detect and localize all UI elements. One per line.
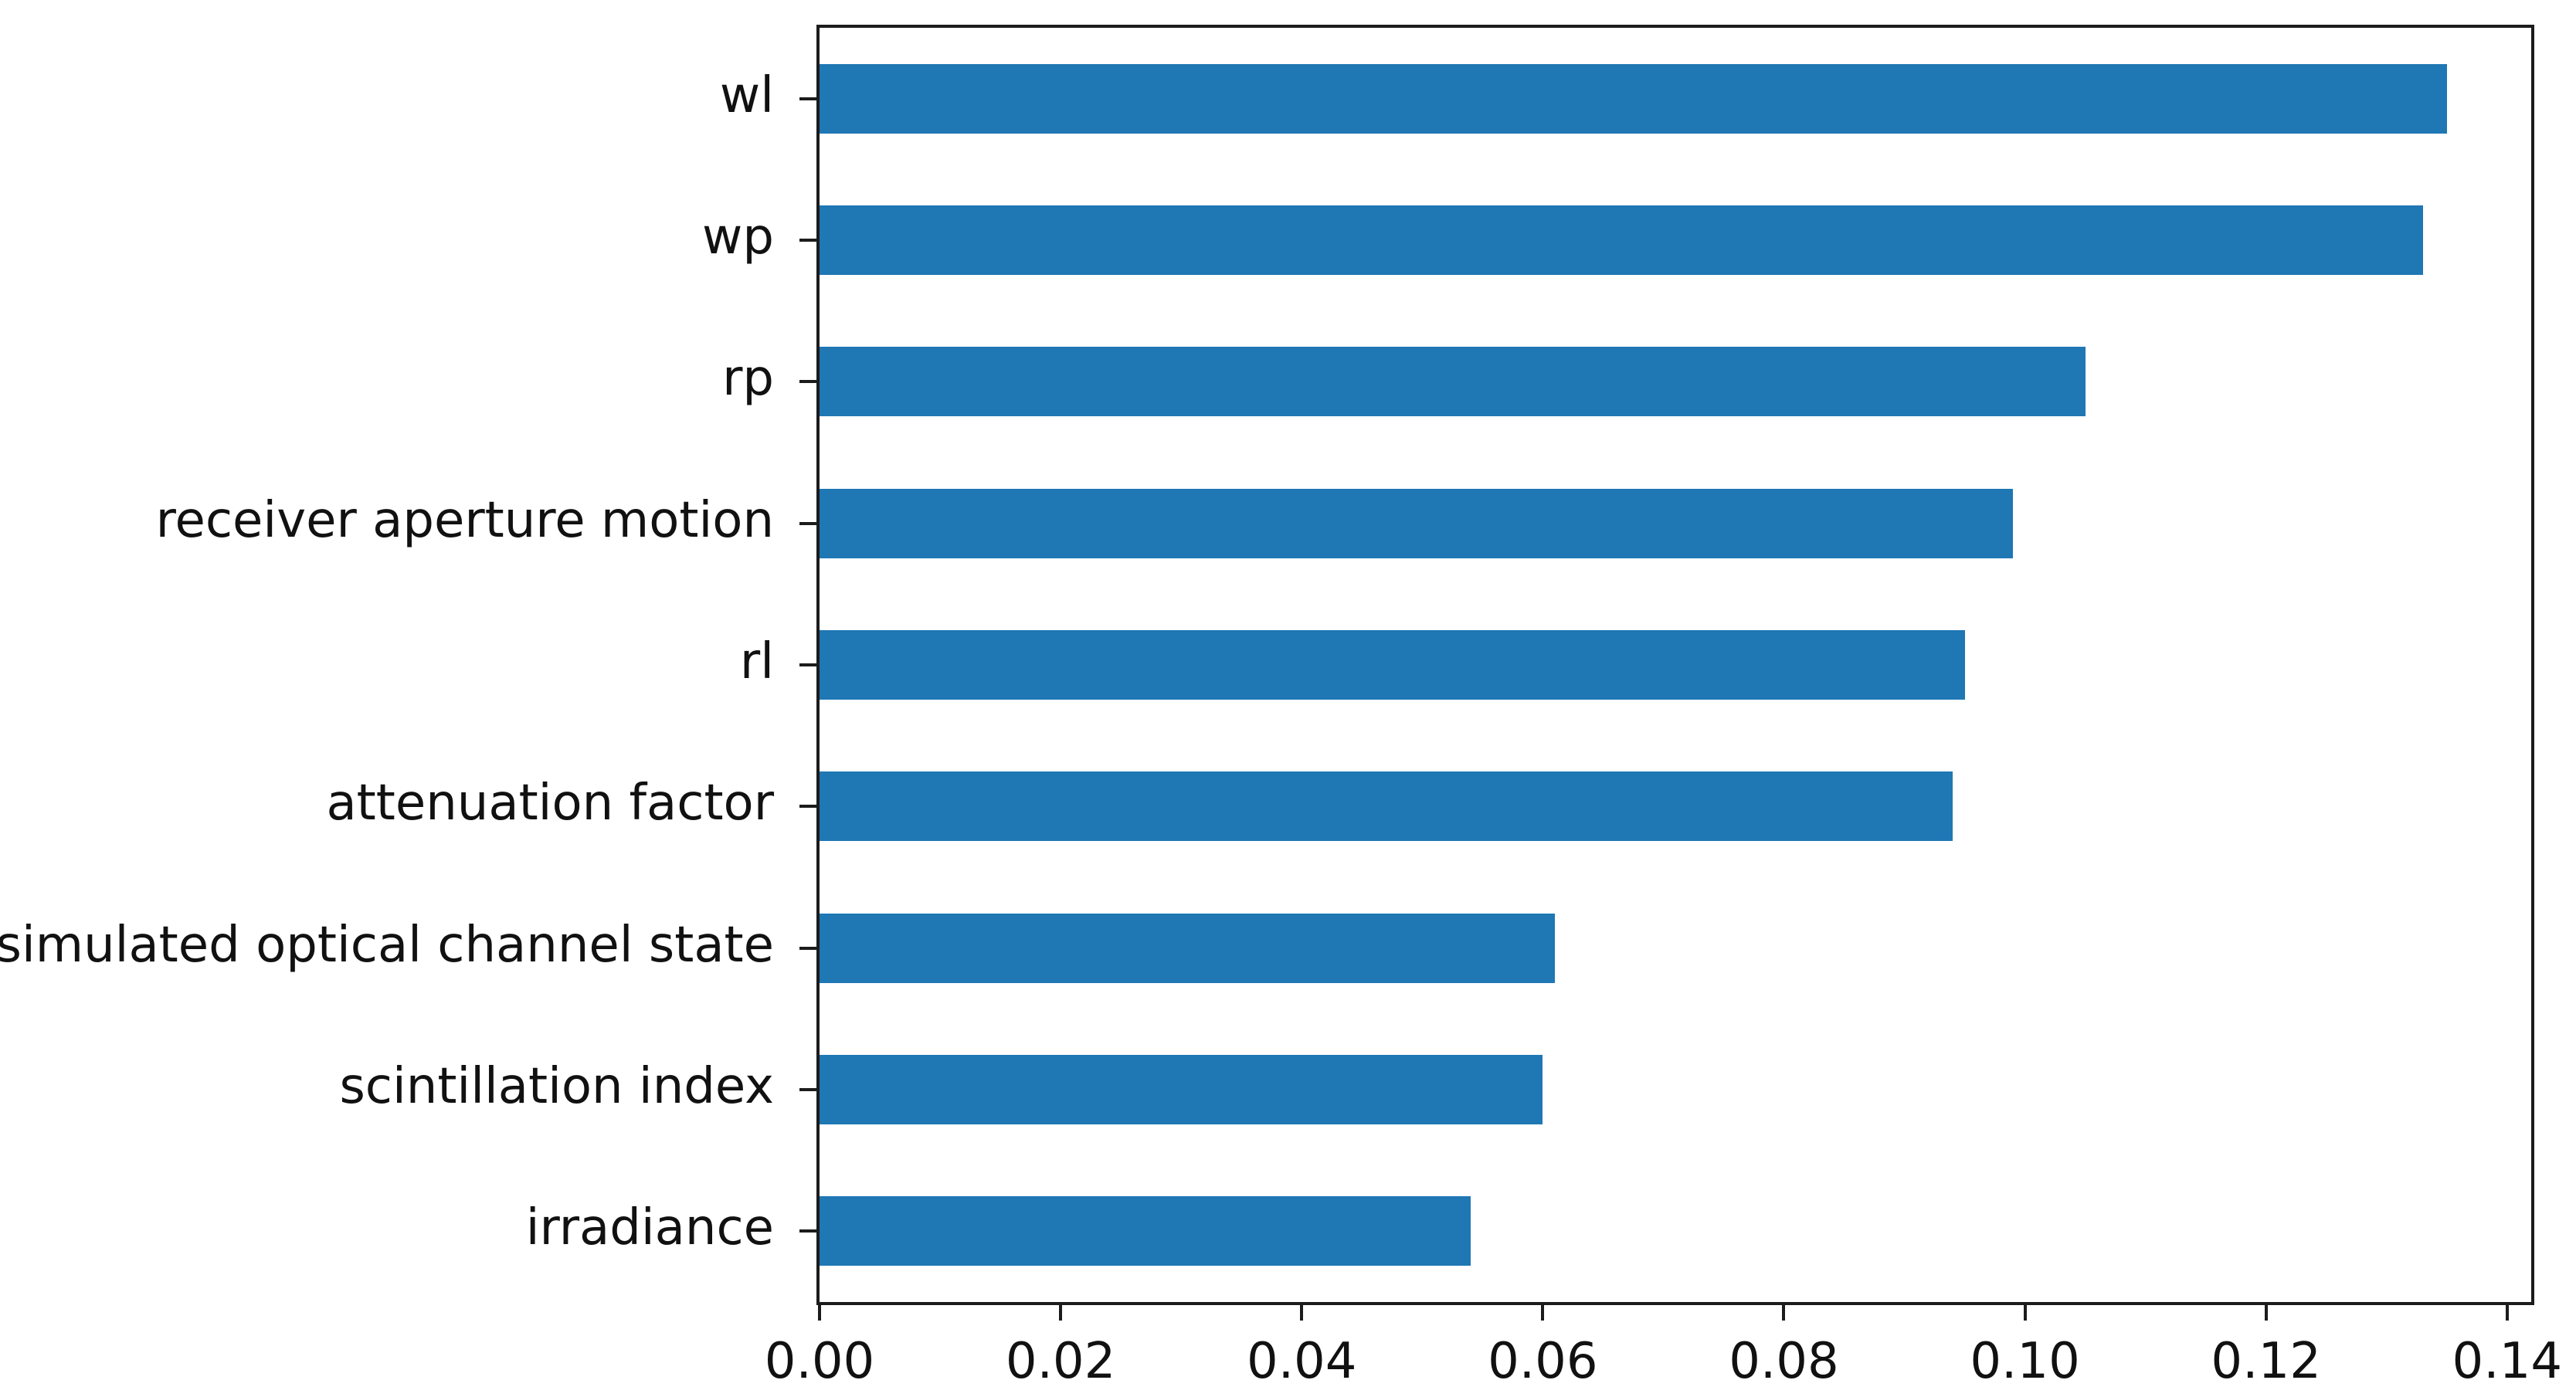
x-tick-mark	[1059, 1305, 1063, 1321]
x-tick-label-0.06: 0.06	[1488, 1333, 1598, 1390]
y-tick-label-rp: rp	[722, 350, 774, 408]
y-tick-label-wp: wp	[702, 208, 774, 266]
x-tick-label-0.02: 0.02	[1005, 1333, 1116, 1390]
bar-rl	[820, 630, 1965, 700]
y-tick-label-rl: rl	[739, 632, 774, 690]
y-tick-mark	[799, 946, 816, 950]
x-tick-mark	[1541, 1305, 1545, 1321]
plot-area: 0.00 0.02 0.04 0.06 0.08 0.10 0.12 0.14	[765, 25, 2562, 1390]
y-tick-mark	[799, 1229, 816, 1233]
y-tick-label-scintillation-index: scintillation index	[339, 1057, 774, 1115]
bar-wl	[820, 63, 2447, 134]
bar-receiver-aperture-motion	[820, 488, 2013, 558]
x-tick-mark	[1300, 1305, 1304, 1321]
x-tick-label-0.04: 0.04	[1246, 1333, 1357, 1390]
bar-wp	[820, 205, 2423, 275]
y-tick-mark	[799, 663, 816, 666]
y-tick-mark	[799, 97, 816, 100]
bar-simulated-optical-channel-state	[820, 913, 1555, 983]
x-tick-mark	[2264, 1305, 2268, 1321]
x-tick-mark	[1782, 1305, 1786, 1321]
x-tick-label-0.10: 0.10	[1970, 1333, 2080, 1390]
x-tick-label-0.00: 0.00	[764, 1333, 875, 1390]
y-axis-labels: wl wp rp receiver aperture motion rl attenuat…	[0, 25, 774, 1299]
y-tick-mark	[799, 805, 816, 809]
y-tick-label-receiver-aperture-motion: receiver aperture motion	[155, 491, 774, 549]
y-tick-label-irradiance: irradiance	[525, 1199, 774, 1257]
y-tick-mark	[799, 1088, 816, 1091]
bar-scintillation-index	[820, 1055, 1543, 1124]
bar-rp	[820, 347, 2086, 417]
x-tick-label-0.08: 0.08	[1729, 1333, 1839, 1390]
y-tick-mark	[799, 239, 816, 242]
y-tick-label-attenuation-factor: attenuation factor	[326, 775, 774, 832]
y-tick-mark	[799, 380, 816, 384]
x-tick-mark	[2023, 1305, 2027, 1321]
x-tick-label-0.14: 0.14	[2452, 1333, 2563, 1390]
bar-attenuation-factor	[820, 771, 1953, 842]
x-tick-mark	[818, 1305, 821, 1321]
y-tick-mark	[799, 521, 816, 525]
y-tick-label-simulated-optical-channel-state: simulated optical channel state	[0, 916, 774, 974]
x-tick-mark	[2505, 1305, 2509, 1321]
y-tick-label-wl: wl	[719, 66, 774, 124]
x-tick-label-0.12: 0.12	[2211, 1333, 2321, 1390]
bar-irradiance	[820, 1196, 1471, 1266]
